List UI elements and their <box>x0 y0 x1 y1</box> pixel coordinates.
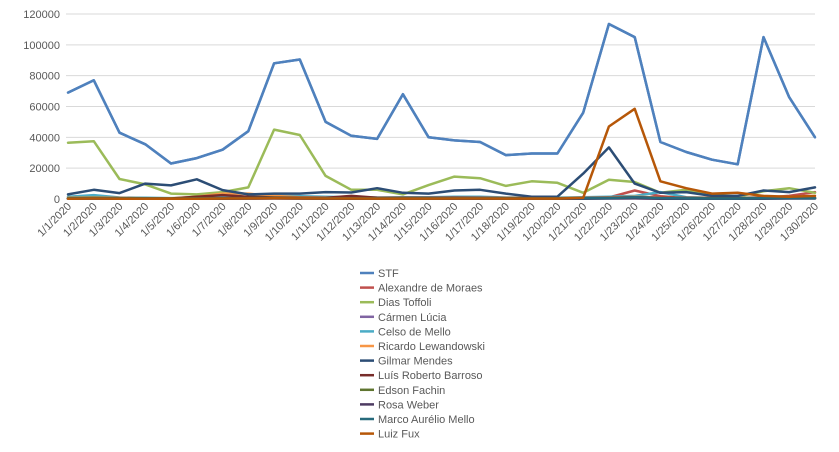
series-line-11 <box>66 107 817 201</box>
legend-label: Dias Toffoli <box>378 297 431 309</box>
series-line-6 <box>66 146 817 198</box>
legend-label: Rosa Weber <box>378 399 439 411</box>
legend: STF Alexandre de Moraes Dias Toffoli Cármen… <box>360 268 485 441</box>
legend-label: Cármen Lúcia <box>378 312 447 324</box>
series-lines <box>66 22 817 201</box>
y-tick-label: 80000 <box>29 71 60 83</box>
y-tick-label: 0 <box>54 194 60 206</box>
legend-label: Luís Roberto Barroso <box>378 370 483 382</box>
x-axis: 1/1/20201/2/20201/3/20201/4/20201/5/2020… <box>35 201 821 244</box>
y-axis: 0 20000 40000 60000 80000 100000 120000 <box>23 9 60 206</box>
legend-label: STF <box>378 268 399 280</box>
legend-label: Alexandre de Moraes <box>378 283 483 295</box>
legend-label: Ricardo Lewandowski <box>378 341 485 353</box>
y-tick-label: 40000 <box>29 132 60 144</box>
legend-label: Luiz Fux <box>378 429 420 441</box>
gridlines <box>66 13 815 200</box>
legend-label: Celso de Mello <box>378 326 451 338</box>
legend-label: Marco Aurélio Mello <box>378 414 475 426</box>
series-line-2 <box>66 128 817 198</box>
y-tick-label: 60000 <box>29 102 60 114</box>
y-tick-label: 100000 <box>23 40 60 52</box>
legend-label: Edson Fachin <box>378 385 445 397</box>
legend-label: Gilmar Mendes <box>378 356 453 368</box>
series-line-stf-top <box>67 22 817 166</box>
y-tick-label: 20000 <box>29 163 60 175</box>
y-tick-label: 120000 <box>23 9 60 21</box>
